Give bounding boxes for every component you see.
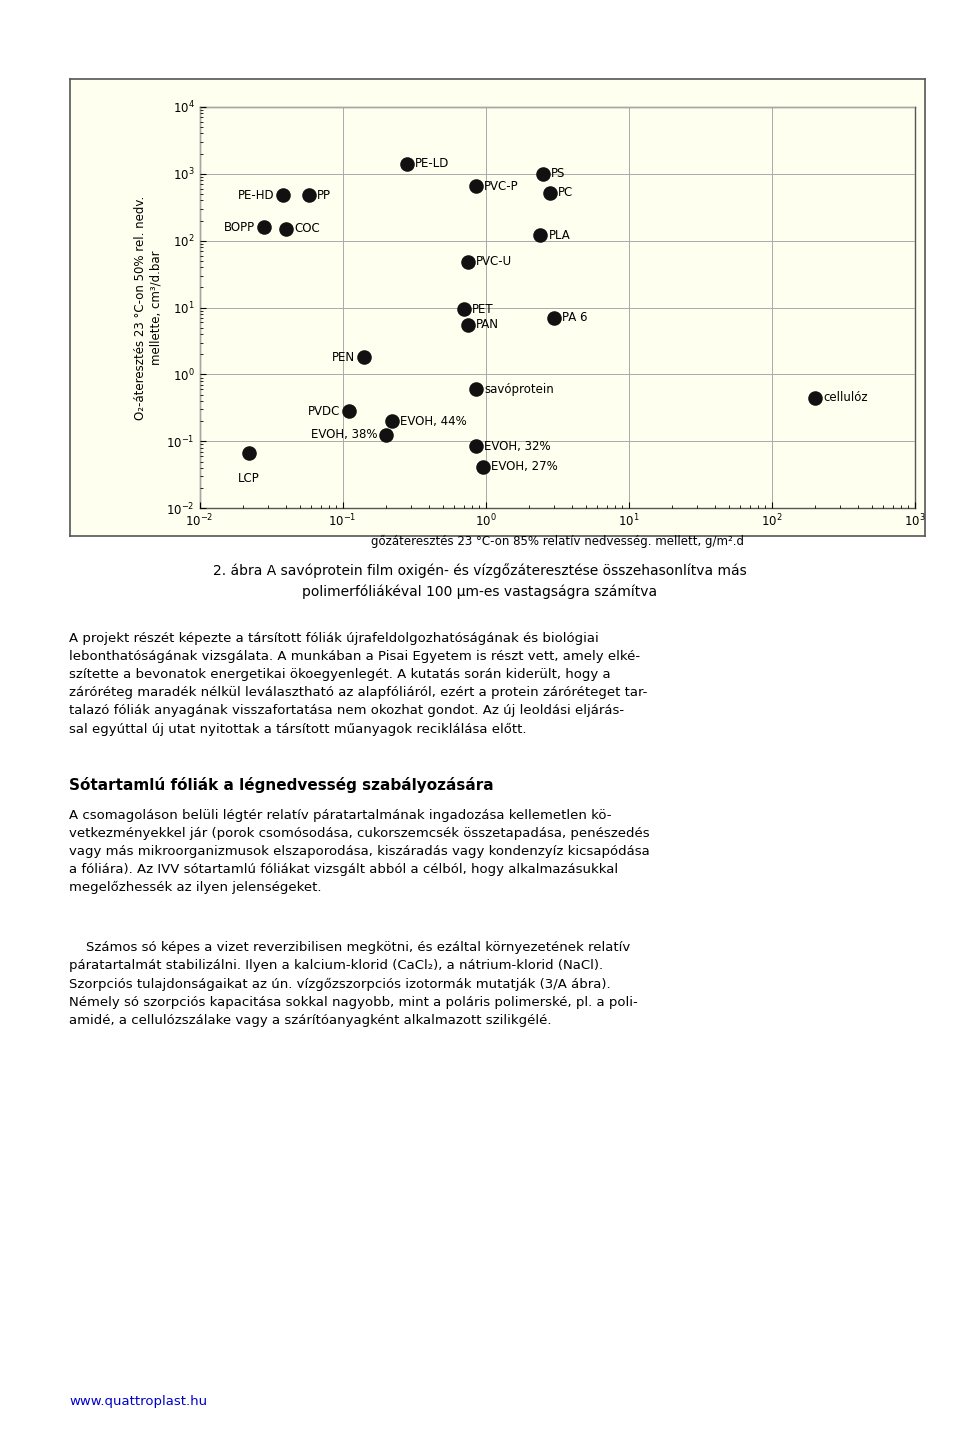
Text: PET: PET [472, 303, 493, 316]
Text: PA 6: PA 6 [563, 312, 588, 325]
Text: 2. ábra A savóprotein film oxigén- és vízgőzáteresztése összehasonlítva más: 2. ábra A savóprotein film oxigén- és ví… [213, 563, 747, 578]
Point [542, 180, 558, 204]
Point [533, 224, 548, 247]
Text: PE-LD: PE-LD [415, 157, 449, 170]
Text: PVC-U: PVC-U [476, 256, 513, 269]
Text: EVOH, 38%: EVOH, 38% [311, 429, 377, 442]
Point [301, 183, 317, 206]
Text: LCP: LCP [238, 472, 259, 485]
Point [460, 250, 475, 273]
Point [378, 423, 394, 446]
Text: A projekt részét képezte a társított fóliák újrafeldolgozhatóságának és biológia: A projekt részét képezte a társított fól… [69, 632, 647, 735]
Point [535, 162, 550, 185]
Text: PC: PC [558, 186, 573, 199]
Text: A csomagoláson belüli légtér relatív páratartalmának ingadozása kellemetlen kö-
: A csomagoláson belüli légtér relatív pár… [69, 809, 650, 894]
Point [468, 378, 483, 401]
Text: savóprotein: savóprotein [484, 383, 554, 396]
Text: Számos só képes a vizet reverzibilisen megkötni, és ezáltal környezetének relatí: Számos só képes a vizet reverzibilisen m… [69, 941, 637, 1027]
Point [456, 297, 471, 321]
Text: PEN: PEN [332, 351, 355, 364]
Text: PP: PP [317, 189, 331, 202]
Text: PAN: PAN [476, 319, 499, 332]
Text: Sótartamlú fóliák a légnedvesség szabályozására: Sótartamlú fóliák a légnedvesség szabály… [69, 777, 493, 793]
Point [460, 313, 475, 336]
Y-axis label: O₂-áteresztés 23 °C-on 50% rel. nedv.
mellette, cm³/d.bar: O₂-áteresztés 23 °C-on 50% rel. nedv. me… [134, 195, 162, 420]
Text: BOPP: BOPP [225, 221, 255, 234]
X-axis label: gőzáteresztés 23 °C-on 85% relatív nedvesség. mellett, g/m².d: gőzáteresztés 23 °C-on 85% relatív nedve… [371, 536, 744, 549]
Point [278, 218, 294, 241]
Point [241, 440, 256, 464]
Text: www.quattroplast.hu: www.quattroplast.hu [69, 1395, 207, 1408]
Point [256, 215, 272, 238]
Text: PVDC: PVDC [308, 404, 340, 417]
Text: EVOH, 32%: EVOH, 32% [484, 439, 551, 452]
Point [275, 183, 290, 206]
Point [399, 153, 415, 176]
Point [384, 410, 399, 433]
Text: PVC-P: PVC-P [484, 180, 518, 193]
Point [546, 306, 562, 329]
Point [341, 400, 356, 423]
Point [356, 347, 372, 370]
Text: COC: COC [294, 222, 320, 235]
Point [475, 455, 491, 478]
Point [807, 386, 823, 409]
Text: PE-HD: PE-HD [238, 189, 275, 202]
Point [468, 175, 483, 198]
Text: PLA: PLA [548, 228, 570, 241]
Text: PS: PS [551, 168, 565, 180]
Point [468, 435, 483, 458]
Text: EVOH, 44%: EVOH, 44% [400, 414, 467, 427]
Text: polimerfóliákéval 100 μm-es vastagságra számítva: polimerfóliákéval 100 μm-es vastagságra … [302, 585, 658, 599]
Text: EVOH, 27%: EVOH, 27% [491, 461, 558, 474]
Text: cellulóz: cellulóz [824, 391, 868, 404]
